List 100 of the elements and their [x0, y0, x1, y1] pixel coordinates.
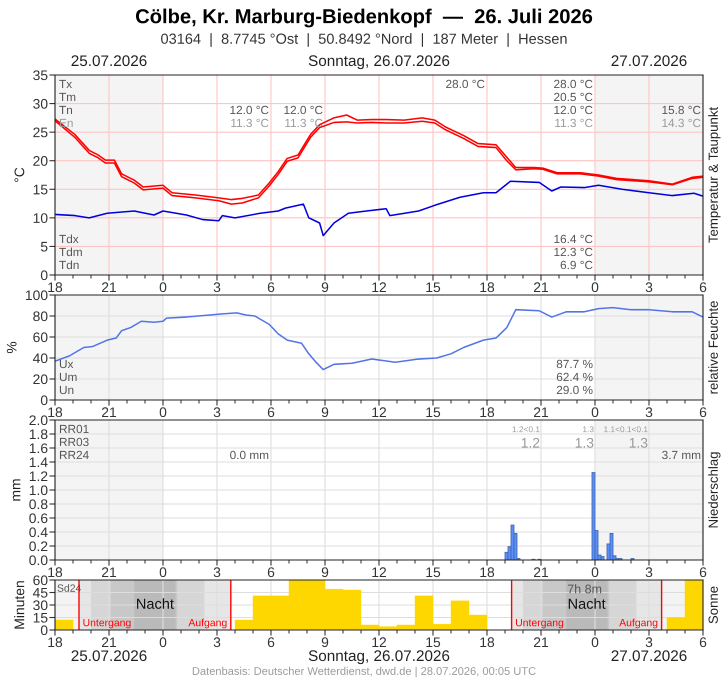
x-tick-label: 15 — [426, 407, 440, 418]
x-tick-label: 0 — [160, 407, 166, 418]
x-tick-label: 21 — [102, 637, 116, 648]
x-tick-label: 12 — [372, 407, 386, 418]
annotation: Tdm — [59, 247, 82, 256]
annotation: 12.0 °C — [554, 106, 593, 114]
text: 25.07.2026 — [72, 650, 147, 662]
ref-line-label: Aufgang — [188, 618, 227, 628]
annotation: RR01 — [60, 424, 89, 434]
annotation: Tn — [59, 106, 72, 114]
x-tick-label: 21 — [102, 282, 116, 292]
x-tick-label: 21 — [102, 407, 116, 418]
x-tick-label: 3 — [646, 282, 652, 292]
y-tick-label: 0.6 — [29, 513, 48, 524]
annotation: Tx — [59, 80, 72, 88]
annotation: 1.2<0.1 — [512, 426, 540, 432]
y-tick-label: 30 — [33, 98, 48, 109]
y-tick-label: 20 — [33, 156, 48, 166]
x-tick-label: 15 — [426, 282, 440, 292]
x-tick-label: 15 — [426, 567, 440, 578]
y-tick-label: 60 — [33, 332, 48, 342]
x-tick-label: 3 — [646, 407, 652, 418]
y-tick-label: 1.4 — [30, 457, 48, 468]
annotation: 12.3 °C — [554, 248, 593, 256]
annotation: 28.0 °C — [446, 80, 485, 88]
annotation: Tm — [59, 92, 76, 102]
y-tick-label: 15 — [34, 612, 48, 623]
x-tick-label: 18 — [480, 637, 494, 648]
x-tick-label: 3 — [214, 407, 220, 418]
y-tick-label: 0 — [40, 625, 48, 636]
x-tick-label: 3 — [214, 567, 220, 578]
annotation: 87.7 % — [556, 360, 593, 368]
x-tick-label: 12 — [372, 282, 386, 292]
text: Sonntag, 26.07.2026 — [308, 650, 450, 664]
x-tick-label: 6 — [700, 637, 706, 648]
annotation: 11.3 °C — [555, 118, 593, 128]
band-label: Nacht — [137, 598, 174, 609]
x-tick-label: 12 — [372, 567, 386, 578]
x-tick-label: 0 — [160, 567, 166, 578]
annotation: Tdx — [59, 234, 79, 244]
x-tick-label: 18 — [480, 567, 494, 578]
y-tick-label: 0.0 — [29, 555, 48, 566]
x-tick-label: 6 — [268, 282, 274, 292]
y-tick-label: 0 — [40, 270, 48, 280]
annotation: 29.0 % — [556, 386, 593, 394]
x-tick-label: 21 — [534, 407, 548, 418]
y-tick-label: 0 — [40, 395, 48, 406]
annotation: 1.3 — [630, 438, 648, 448]
y2-axis-title: Sonne — [708, 586, 718, 624]
x-tick-label: 6 — [700, 282, 706, 292]
x-tick-label: 21 — [534, 282, 548, 292]
ref-line-label: Aufgang — [619, 618, 658, 628]
x-tick-label: 21 — [102, 567, 116, 578]
annotation: 20.5 °C — [554, 92, 593, 102]
y-tick-label: 5 — [40, 242, 48, 252]
annotation: En — [60, 118, 73, 128]
annotation: 6.9 °C — [560, 260, 593, 270]
x-tick-label: 0 — [592, 407, 598, 418]
x-tick-label: 9 — [322, 282, 328, 292]
y2-axis-title: relative Feuchte — [708, 301, 718, 394]
y-tick-label: 60 — [33, 575, 48, 586]
x-tick-label: 18 — [48, 567, 62, 578]
y-tick-label: 0.8 — [29, 499, 48, 510]
annotation: 15.8 °C — [662, 106, 701, 114]
x-tick-label: 18 — [48, 637, 62, 648]
x-tick-label: 9 — [322, 637, 328, 648]
annotation: Ux — [60, 360, 74, 368]
x-tick-label: 6 — [700, 407, 706, 418]
annotation: 11.3 °C — [285, 118, 323, 128]
x-tick-label: 6 — [700, 567, 706, 578]
y-tick-label: 2.0 — [29, 415, 48, 426]
ref-line-label: Untergang — [516, 619, 564, 628]
y-tick-label: 15 — [34, 184, 48, 194]
annotation: 7h 8m — [568, 584, 602, 594]
y-tick-label: 35 — [33, 70, 48, 80]
y-tick-label: 0.2 — [29, 541, 48, 552]
x-tick-label: 0 — [592, 282, 598, 292]
y-tick-label: 1.2 — [30, 471, 48, 482]
text: 27.07.2026 — [612, 650, 687, 662]
text: Datenbasis: Deutscher Wetterdienst, dwd.de | 28.07.2026, 00:05 UTC — [192, 666, 536, 678]
x-tick-label: 9 — [322, 567, 328, 578]
y2-axis-title: Temperatur & Taupunkt — [708, 107, 720, 243]
annotation: 1.3 — [576, 438, 594, 448]
x-tick-label: 0 — [160, 282, 166, 292]
x-tick-label: 15 — [426, 637, 440, 648]
y-tick-label: 25 — [33, 127, 48, 138]
y-tick-label: 20 — [33, 374, 48, 384]
y-axis-title: °C — [14, 168, 24, 182]
x-tick-label: 6 — [268, 637, 274, 648]
annotation: 12.0 °C — [284, 106, 323, 114]
annotation: RR03 — [60, 438, 89, 446]
x-tick-label: 21 — [534, 567, 548, 578]
x-tick-label: 0 — [160, 637, 166, 648]
annotation: 62.4 % — [556, 372, 593, 382]
x-tick-label: 0 — [592, 637, 598, 648]
ref-line-label: Untergang — [83, 619, 131, 628]
y-tick-label: 100 — [26, 290, 48, 300]
band-label: Nacht — [568, 598, 606, 609]
y-tick-label: 40 — [32, 353, 48, 364]
text: 27.07.2026 — [612, 55, 687, 66]
